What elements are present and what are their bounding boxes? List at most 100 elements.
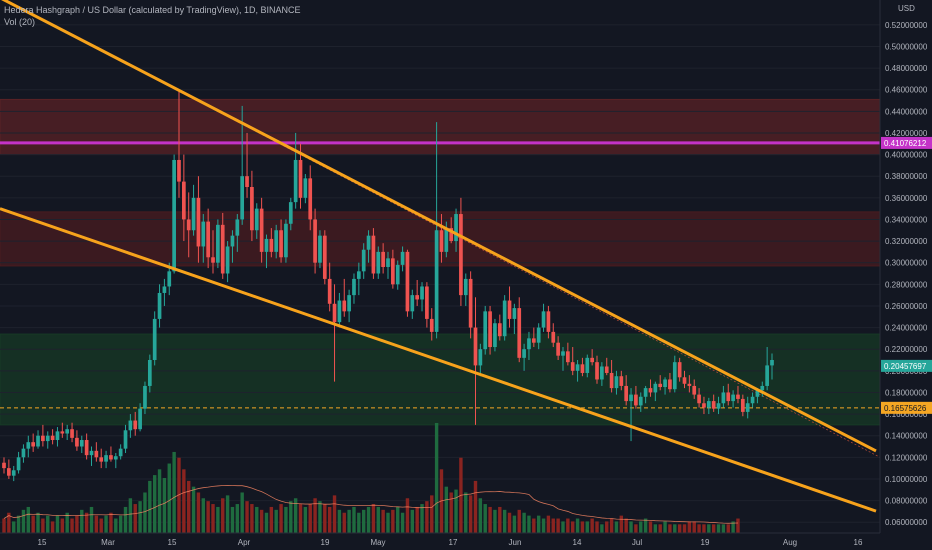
volume-bar [65, 512, 69, 533]
candle-body [201, 221, 206, 247]
volume-bar [473, 480, 478, 533]
time-tick-label: Jun [509, 538, 522, 547]
candle-body [643, 388, 648, 397]
volume-layer [2, 423, 740, 533]
candle-body [609, 372, 614, 389]
candle-body [439, 230, 444, 252]
volume-bar [716, 524, 721, 533]
candle-body [536, 327, 541, 343]
candle-body [11, 470, 16, 476]
volume-bar [104, 515, 108, 533]
volume-bar [60, 518, 65, 533]
volume-bar [600, 524, 604, 533]
candle-body [629, 394, 633, 402]
candle-body [429, 318, 434, 332]
volume-bar [381, 509, 385, 533]
volume-bar [7, 512, 11, 533]
candle-body [284, 223, 288, 258]
candle-body [765, 365, 769, 386]
volume-bar [50, 521, 55, 533]
time-tick-label: 19 [321, 538, 330, 547]
candle-body [113, 456, 118, 460]
volume-bar [517, 509, 521, 533]
price-tick-label: 0.38000000 [885, 172, 928, 181]
candle-body [322, 235, 327, 279]
candle-body [26, 442, 31, 449]
volume-bar [167, 463, 171, 533]
candle-body [216, 224, 220, 263]
volume-bar [468, 495, 473, 533]
candle-body [493, 323, 497, 348]
volume-bar [391, 509, 395, 533]
candle-body [711, 401, 716, 409]
volume-bar [191, 486, 196, 533]
volume-bar [444, 486, 449, 533]
volume-bar [250, 504, 254, 533]
price-tick-label: 0.24000000 [885, 324, 928, 333]
time-tick-label: May [370, 538, 385, 547]
candle-body [745, 403, 750, 412]
price-tick-label: 0.16000000 [885, 410, 928, 419]
volume-bar [16, 515, 21, 533]
candle-body [697, 394, 701, 404]
candle-body [65, 429, 70, 434]
volume-bar [41, 518, 45, 533]
price-axis-background[interactable] [880, 0, 932, 550]
volume-bar [522, 512, 526, 533]
volume-bar [259, 509, 264, 533]
volume-bar [396, 506, 400, 533]
candle-body [196, 197, 201, 247]
candle-body [308, 178, 313, 220]
trendline-upper [1, 0, 877, 453]
current-price-label-bg [881, 359, 932, 372]
candle-body [45, 435, 50, 442]
candle-body [604, 366, 609, 373]
candle-body [264, 238, 269, 252]
price-tick-label: 0.44000000 [885, 107, 928, 116]
price-tick-label: 0.18000000 [885, 388, 928, 397]
candle-body [682, 377, 687, 384]
volume-bar [36, 512, 40, 533]
price-tick-label: 0.36000000 [885, 194, 928, 203]
candle-body [575, 364, 580, 371]
candle-body [502, 300, 507, 337]
volume-bar [736, 518, 740, 533]
candle-body [41, 435, 45, 442]
candle-body [50, 435, 55, 441]
volume-bar [405, 498, 410, 533]
candle-body [478, 349, 483, 366]
symbol-title[interactable]: Hedera Hashgraph / US Dollar (calculated… [4, 5, 301, 15]
candle-body [434, 230, 439, 332]
volume-bar [187, 480, 191, 533]
candle-body [463, 278, 468, 296]
volume-bar [114, 518, 118, 533]
candle-body [668, 379, 672, 390]
volume-bar [629, 521, 633, 533]
candle-body [672, 362, 677, 390]
candle-body [75, 437, 79, 447]
candle-body [152, 318, 157, 360]
candle-body [245, 176, 249, 187]
time-tick-label: Mar [101, 538, 115, 547]
candle-body [2, 462, 6, 469]
candle-body [347, 295, 351, 312]
volume-indicator-label[interactable]: Vol (20) [4, 17, 36, 27]
price-tick-label: 0.50000000 [885, 42, 928, 51]
volume-bar [152, 475, 157, 533]
volume-bar [415, 506, 419, 533]
time-tick-label: Aug [783, 538, 797, 547]
price-tick-label: 0.08000000 [885, 497, 928, 506]
volume-bar [366, 506, 371, 533]
candle-body [517, 308, 522, 358]
candle-body [288, 202, 293, 224]
candle-body [36, 435, 40, 447]
candle-body [182, 181, 186, 220]
trendlines-layer[interactable] [0, 0, 877, 513]
candle-body [512, 308, 517, 319]
volume-bar [255, 506, 259, 533]
candle-body [541, 311, 546, 328]
candle-body [531, 338, 536, 343]
volume-bar [449, 492, 453, 533]
time-axis[interactable]: 15 Mar 15 Apr 19 May 17 Jun 14 Jul 19 Aug 16 [38, 538, 863, 547]
